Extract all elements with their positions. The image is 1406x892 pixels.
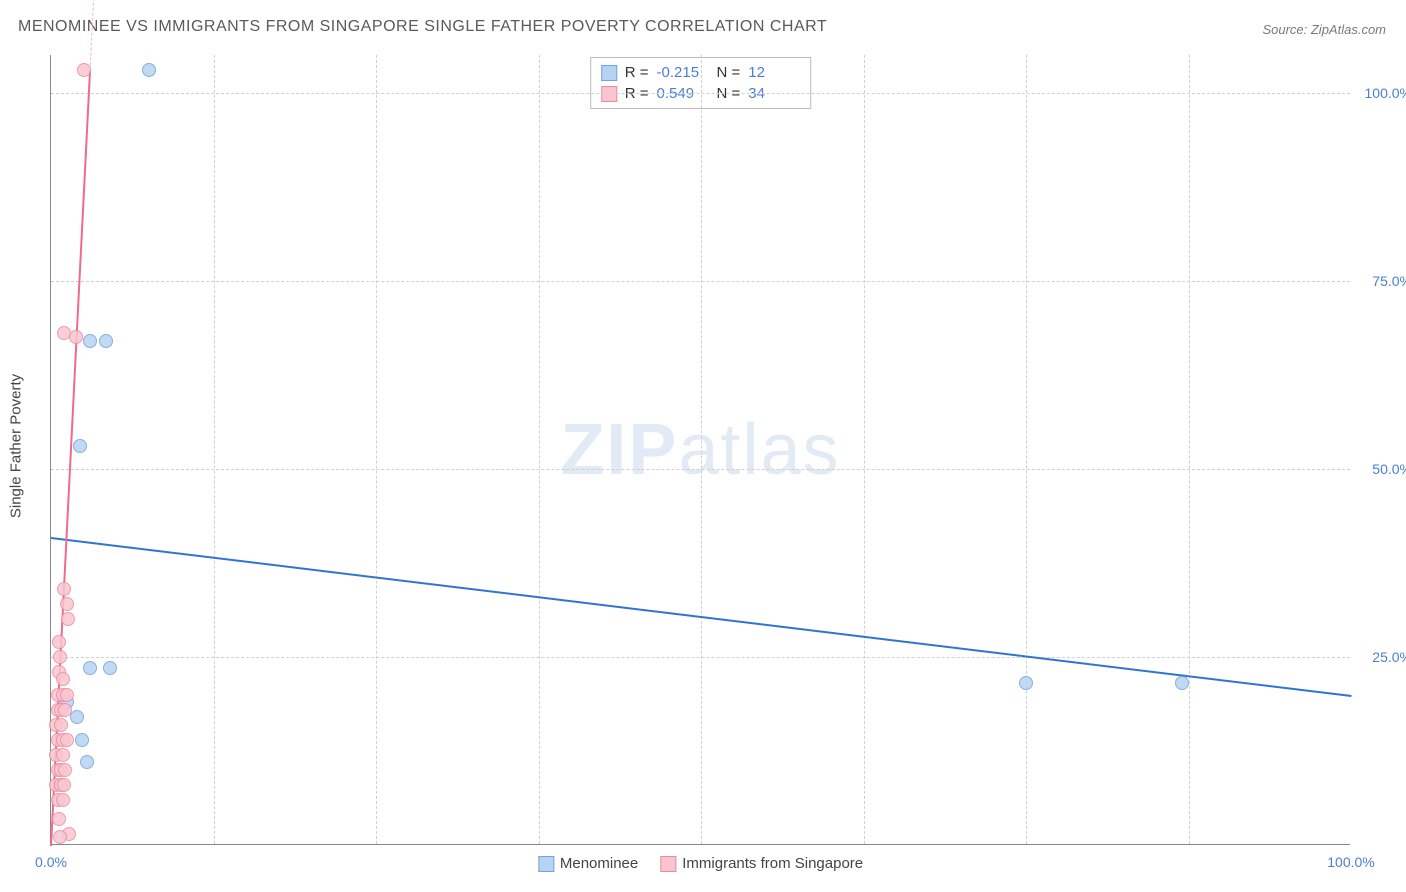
legend-series-label: Immigrants from Singapore (682, 855, 863, 872)
x-tick-label: 100.0% (1327, 854, 1374, 870)
legend-n-value: 12 (748, 64, 800, 81)
gridline-v (214, 55, 215, 844)
legend-swatch (601, 65, 617, 81)
y-axis-label: Single Father Poverty (8, 374, 25, 518)
source-label: Source: ZipAtlas.com (1262, 22, 1386, 37)
data-point (80, 755, 94, 769)
data-point (61, 612, 75, 626)
x-tick-label: 0.0% (35, 854, 67, 870)
data-point (83, 661, 97, 675)
y-tick-label: 75.0% (1354, 273, 1406, 289)
data-point (54, 718, 68, 732)
data-point (83, 334, 97, 348)
y-tick-label: 50.0% (1354, 461, 1406, 477)
legend-series-item: Immigrants from Singapore (660, 855, 863, 872)
data-point (58, 703, 72, 717)
data-point (1019, 676, 1033, 690)
data-point (73, 439, 87, 453)
data-point (60, 733, 74, 747)
legend-swatch (538, 856, 554, 872)
data-point (56, 748, 70, 762)
data-point (52, 812, 66, 826)
data-point (53, 650, 67, 664)
data-point (52, 635, 66, 649)
data-point (60, 688, 74, 702)
data-point (103, 661, 117, 675)
y-tick-label: 25.0% (1354, 649, 1406, 665)
data-point (69, 330, 83, 344)
data-point (53, 830, 67, 844)
scatter-plot: ZIPatlas R =-0.215N =12R =0.549N =34 Men… (50, 55, 1350, 845)
data-point (75, 733, 89, 747)
gridline-v (864, 55, 865, 844)
data-point (77, 63, 91, 77)
data-point (60, 597, 74, 611)
legend-swatch (660, 856, 676, 872)
legend-series-label: Menominee (560, 855, 638, 872)
data-point (56, 793, 70, 807)
data-point (1175, 676, 1189, 690)
data-point (99, 334, 113, 348)
gridline-v (539, 55, 540, 844)
gridline-v (376, 55, 377, 844)
legend-r-label: R = (625, 64, 649, 81)
gridline-v (1189, 55, 1190, 844)
legend-series-item: Menominee (538, 855, 638, 872)
legend-n-label: N = (717, 64, 741, 81)
data-point (142, 63, 156, 77)
gridline-v (1026, 55, 1027, 844)
data-point (56, 672, 70, 686)
data-point (57, 778, 71, 792)
legend-series: Menominee Immigrants from Singapore (538, 855, 863, 872)
data-point (58, 763, 72, 777)
chart-title: MENOMINEE VS IMMIGRANTS FROM SINGAPORE S… (18, 18, 827, 36)
y-tick-label: 100.0% (1354, 85, 1406, 101)
data-point (70, 710, 84, 724)
data-point (57, 582, 71, 596)
gridline-v (701, 55, 702, 844)
